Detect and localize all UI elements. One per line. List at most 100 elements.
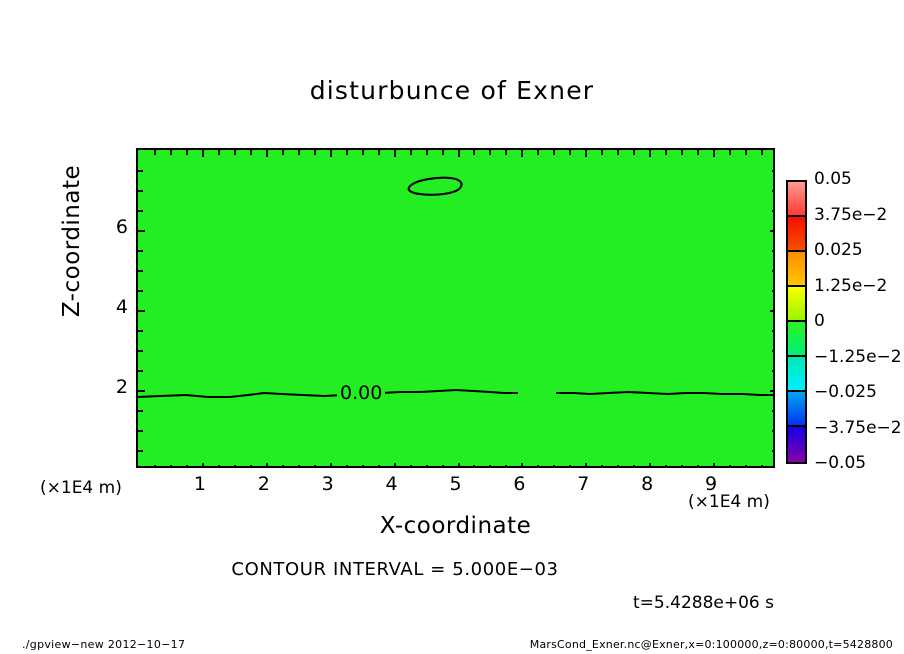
x-tick-label: 5: [449, 473, 462, 495]
colorbar-tick-label: 1.25e−2: [814, 275, 888, 296]
x-tick-mark: [345, 465, 348, 466]
x-tick-mark: [553, 150, 556, 155]
x-tick-label: 1: [193, 473, 206, 495]
x-tick-mark: [761, 150, 764, 155]
colorbar-tick-label: 0.05: [814, 169, 852, 189]
y-tick-label: 6: [115, 216, 128, 238]
y-tick-mark: [138, 250, 143, 252]
x-tick-label: 2: [257, 473, 270, 495]
y-tick-mark: [772, 290, 773, 292]
colorbar-tick-label: −1.25e−2: [814, 346, 902, 367]
x-tick-mark: [297, 465, 300, 466]
x-tick-mark: [281, 150, 284, 155]
x-tick-mark: [745, 150, 748, 155]
x-tick-mark: [377, 150, 380, 155]
x-tick-mark: [281, 465, 284, 466]
colorbar-band: [788, 357, 805, 392]
y-tick-mark: [772, 210, 773, 212]
x-unit-label-right: (×1E4 m): [688, 492, 770, 512]
x-tick-label: 9: [705, 473, 718, 495]
x-tick-mark: [489, 150, 492, 155]
x-tick-mark: [505, 150, 508, 155]
x-tick-mark: [313, 465, 316, 466]
x-tick-mark: [537, 465, 540, 466]
x-tick-mark: [697, 465, 700, 466]
x-tick-mark: [681, 150, 684, 155]
x-tick-mark: [377, 465, 380, 466]
x-tick-mark: [265, 463, 268, 466]
x-tick-mark: [297, 150, 300, 155]
x-tick-mark: [665, 465, 668, 466]
x-tick-mark: [153, 465, 156, 466]
x-tick-mark: [361, 150, 364, 155]
colorbar-band: [788, 182, 805, 217]
field-fill: [138, 150, 773, 466]
y-tick-mark: [772, 190, 773, 192]
colorbar-band: [788, 322, 805, 357]
x-tick-mark: [457, 150, 460, 157]
y-tick-mark: [772, 450, 773, 452]
x-tick-mark: [441, 150, 444, 155]
y-tick-mark: [772, 250, 773, 252]
x-tick-mark: [617, 465, 620, 466]
x-tick-mark: [393, 463, 396, 466]
y-tick-mark: [138, 190, 143, 192]
y-tick-mark: [138, 450, 143, 452]
y-tick-mark: [772, 430, 773, 432]
x-tick-mark: [409, 150, 412, 155]
x-unit-label-left: (×1E4 m): [40, 478, 122, 498]
x-tick-mark: [569, 465, 572, 466]
x-tick-mark: [473, 465, 476, 466]
x-tick-mark: [457, 463, 460, 466]
x-tick-mark: [521, 150, 524, 157]
x-tick-mark: [329, 150, 332, 157]
x-tick-mark: [649, 463, 652, 466]
plot-area: 0.00: [136, 148, 775, 468]
x-tick-mark: [745, 465, 748, 466]
x-tick-mark: [601, 150, 604, 155]
colorbar-band: [788, 392, 805, 427]
x-tick-mark: [697, 150, 700, 155]
x-tick-mark: [201, 150, 204, 157]
y-tick-mark: [770, 390, 773, 392]
x-axis-title: X-coordinate: [379, 513, 532, 539]
x-tick-mark: [681, 465, 684, 466]
x-tick-mark: [729, 465, 732, 466]
x-tick-mark: [345, 150, 348, 155]
y-tick-label: 4: [115, 296, 128, 318]
contour-field: [138, 150, 773, 466]
colorbar-tick-label: 3.75e−2: [814, 204, 888, 225]
colorbar-band: [788, 217, 805, 252]
x-tick-label: 4: [385, 473, 398, 495]
y-tick-mark: [772, 370, 773, 372]
colorbar-tick-label: 0.025: [814, 240, 863, 260]
y-tick-mark: [770, 310, 773, 312]
y-tick-mark: [138, 170, 143, 172]
x-tick-label: 3: [321, 473, 334, 495]
x-tick-label: 7: [577, 473, 590, 495]
x-tick-mark: [585, 150, 588, 157]
page-title: disturbunce of Exner: [309, 76, 595, 105]
y-tick-mark: [138, 410, 143, 412]
x-tick-label: 6: [513, 473, 526, 495]
x-tick-mark: [265, 150, 268, 157]
colorbar: [786, 180, 807, 464]
x-tick-mark: [233, 465, 236, 466]
y-tick-mark: [138, 230, 145, 232]
y-tick-mark: [138, 330, 143, 332]
x-tick-mark: [233, 150, 236, 155]
y-tick-mark: [138, 310, 145, 312]
y-tick-mark: [772, 410, 773, 412]
x-tick-mark: [665, 150, 668, 155]
x-tick-mark: [329, 463, 332, 466]
x-tick-mark: [633, 150, 636, 155]
colorbar-band: [788, 427, 805, 462]
x-tick-mark: [393, 150, 396, 157]
y-tick-mark: [138, 370, 143, 372]
x-tick-mark: [361, 465, 364, 466]
x-tick-mark: [601, 465, 604, 466]
contour-interval-note: CONTOUR INTERVAL = 5.000E−03: [231, 559, 559, 580]
y-tick-mark: [772, 350, 773, 352]
x-tick-mark: [553, 465, 556, 466]
x-tick-mark: [473, 150, 476, 155]
